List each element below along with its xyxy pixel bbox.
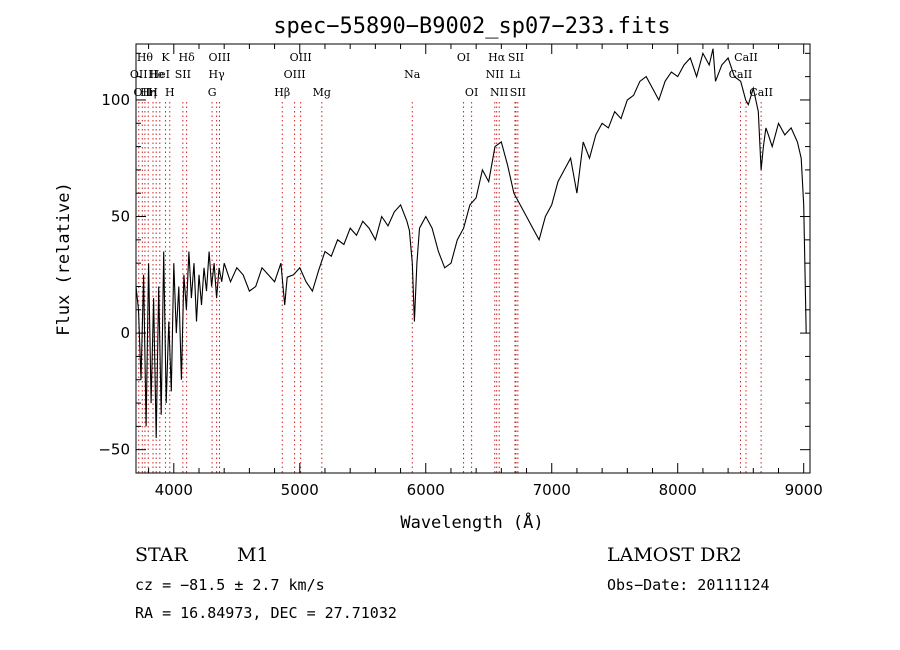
y-axis-ticks: −50 0 50 100 [98,52,810,474]
spectral-line-label: SII [175,68,191,81]
redshift-cz: cz = −81.5 ± 2.7 km/s [135,576,325,594]
survey-name: LAMOST DR2 [607,544,742,566]
plot-frame [135,43,811,474]
spectral-line-label: OIII [290,51,312,64]
spectral-line-label: OI [465,86,478,99]
spectral-line-label: OIII [208,51,230,64]
x-tick-label: 8000 [659,481,697,499]
x-tick-label: 6000 [407,481,445,499]
y-tick-label: −50 [98,441,130,459]
spectral-line-markers [138,102,762,473]
spectral-line-label: NII [486,68,504,81]
y-tick-label: 100 [101,91,130,109]
spectral-line-label: OII [130,68,148,81]
object-subclass: M1 [237,544,269,566]
spectral-line-label: K [161,51,170,64]
spectral-line-label: Hδ [179,51,196,64]
spectral-line-label: HeI [150,68,170,81]
object-class: STAR [135,544,188,566]
x-tick-label: 9000 [785,481,823,499]
y-axis-label: Flux (relative) [54,182,74,336]
spectral-line-label: SII [510,86,526,99]
spectral-line-label: OII [133,86,151,99]
spectral-line-label: G [208,86,217,99]
spectral-line-label: H [148,86,158,99]
coordinates: RA = 16.84973, DEC = 27.71032 [135,604,397,622]
y-tick-label: 50 [111,208,130,226]
spectral-line-label: CaII [729,68,753,81]
spectral-line-label: Hθ [137,51,154,64]
spectral-line-label: H [165,86,175,99]
spectral-line-label: He [148,68,164,81]
x-tick-label: 4000 [155,481,193,499]
spectral-line-labels: OIIOIIHθHηHHeHeIKHSIIHδGHγOIIIHβOIIIOIII… [130,51,773,99]
chart-title: spec−55890−B9002_sp07−233.fits [273,14,670,39]
spectral-line-label: SII [508,51,524,64]
spectrum-line [135,48,807,439]
spectral-line-label: Hη [140,86,156,99]
spectral-line-label: CaII [734,51,758,64]
x-tick-label: 7000 [533,481,571,499]
x-axis-label: Wavelength (Å) [400,511,543,533]
spectral-line-label: Hα [488,51,506,64]
spectral-line-label: Mg [313,86,331,99]
observation-date: Obs−Date: 20111124 [607,576,770,594]
spectral-line-label: Li [510,68,521,81]
spectral-line-label: Hβ [274,86,290,99]
spectral-line-label: OIII [284,68,306,81]
spectral-line-label: Hγ [209,68,226,81]
spectral-line-label: OI [457,51,470,64]
x-axis-ticks: 4000 5000 6000 7000 8000 9000 [148,44,823,499]
x-tick-label: 5000 [281,481,319,499]
y-tick-label: 0 [120,324,130,342]
spectral-line-label: NII [490,86,508,99]
spectral-line-label: Na [404,68,421,81]
